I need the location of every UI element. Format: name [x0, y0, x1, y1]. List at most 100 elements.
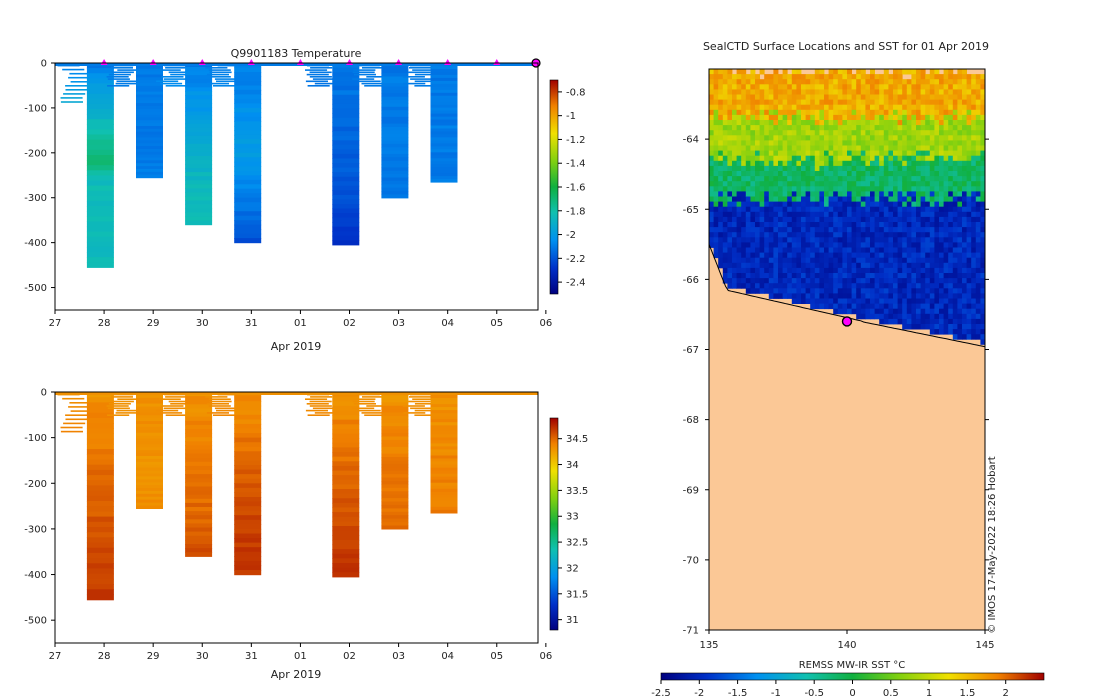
sst-cell [911, 273, 917, 279]
sst-cell [837, 140, 843, 146]
sst-cell [860, 303, 866, 310]
sst-cell [727, 262, 733, 269]
sst-cell [902, 211, 908, 218]
sst-cell [874, 130, 880, 136]
profile-cell [234, 455, 262, 462]
sst-cell [787, 278, 793, 284]
sst-cell [778, 242, 783, 248]
sst-cell [916, 191, 921, 197]
sst-cell [879, 303, 885, 310]
profile-cell [234, 143, 262, 149]
sst-cell [810, 84, 816, 90]
sst-cell [883, 171, 889, 177]
sst-cell [943, 211, 949, 218]
profile-cell [430, 161, 458, 165]
sst-cell [911, 324, 917, 330]
profile-cell [234, 478, 262, 484]
sst-cell [755, 283, 760, 289]
sst-cell [943, 257, 949, 264]
sst-cell [883, 232, 889, 238]
sst-cell [879, 125, 885, 131]
sst-cell [934, 114, 940, 121]
sst-cell [911, 303, 917, 310]
sst-cell [810, 273, 816, 279]
sst-cell [796, 298, 802, 304]
sst-cell [943, 120, 949, 126]
sst-cell [709, 171, 714, 177]
sst-cell [975, 140, 981, 146]
y-tick-label: -300 [24, 193, 47, 204]
sst-cell [916, 130, 921, 136]
profile-cell [381, 481, 409, 485]
sst-cell [925, 211, 931, 218]
sst-cell [791, 181, 797, 187]
sst-cell [966, 79, 972, 85]
sst-cell [787, 288, 793, 294]
sst-cell [920, 109, 926, 116]
profile-cell [430, 66, 458, 70]
sst-cell [952, 273, 958, 279]
sst-cell [847, 176, 852, 182]
profile-cell [136, 88, 163, 93]
sst-cell [883, 191, 889, 197]
sst-cell [860, 74, 866, 80]
sst-cell [828, 293, 834, 299]
sst-cell [745, 135, 751, 141]
sst-cell [819, 278, 825, 284]
sst-cell [847, 206, 852, 213]
profile-cell [185, 412, 213, 418]
sst-cell [828, 84, 834, 90]
sst-cell [824, 94, 829, 100]
sst-cell [745, 99, 751, 106]
sst-cell [847, 69, 852, 75]
sst-cell [906, 69, 912, 75]
sst-cell [837, 150, 843, 157]
sst-cell [819, 196, 825, 202]
profile-cell [381, 191, 409, 195]
sst-cell [755, 74, 760, 80]
y-tick-label: 0 [41, 59, 47, 70]
sst-cell [764, 222, 770, 228]
sst-cell [727, 227, 733, 233]
sst-cell [755, 79, 760, 85]
profile-cell [332, 226, 360, 232]
profile-cell [136, 97, 163, 101]
profile-cell [234, 460, 262, 466]
sst-cell [745, 114, 751, 121]
sst-cell [939, 273, 944, 279]
sst-cell [833, 130, 839, 136]
sst-colorbar-tick-label: -1 [771, 688, 781, 699]
sst-cell [851, 278, 857, 284]
sst-cell [750, 135, 756, 141]
sst-cell [773, 99, 779, 106]
sst-cell [713, 120, 719, 126]
profile-cell [86, 573, 114, 580]
sst-cell [741, 273, 747, 279]
profile-cell [86, 252, 114, 258]
sst-cell [870, 145, 875, 151]
sst-cell [810, 298, 816, 304]
sst-cell [888, 293, 894, 299]
sst-cell [957, 216, 963, 223]
sst-cell [962, 308, 967, 315]
profile-cell [332, 502, 360, 509]
sst-cell [966, 109, 972, 116]
sst-cell [732, 257, 737, 264]
sst-cell [851, 191, 857, 197]
sst-cell [957, 227, 963, 233]
profile-cell [234, 396, 262, 402]
sst-cell [966, 227, 972, 233]
profile-line [115, 82, 138, 85]
profile-cell [332, 172, 360, 178]
sst-cell [736, 130, 742, 136]
sst-cell [929, 176, 935, 182]
profile-cell [332, 563, 360, 569]
sst-cell [879, 74, 885, 80]
sst-cell [916, 114, 921, 121]
sst-cell [787, 181, 793, 187]
sst-cell [943, 298, 949, 304]
sst-cell [975, 94, 981, 100]
sst-cell [883, 69, 889, 75]
sst-cell [718, 196, 724, 202]
sst-cell [842, 160, 848, 167]
